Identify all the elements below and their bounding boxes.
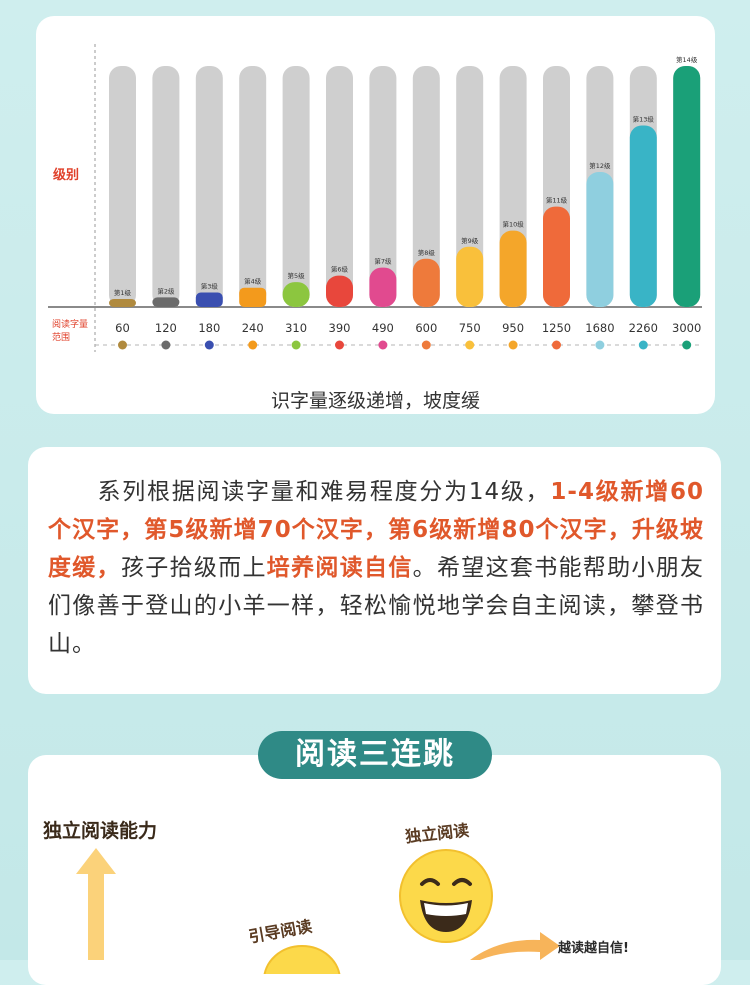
x-tick-label: 600 [415,321,437,335]
x-tick-label: 750 [459,321,481,335]
x-tick-label: 950 [502,321,524,335]
bar [586,172,614,307]
background-bar [239,66,267,307]
bar [499,230,527,307]
x-tick-label: 240 [242,321,264,335]
bar-level-label: 第10级 [502,220,524,229]
body-text: 。希望这套书能帮助小朋友们像善于登山的小羊一样，轻松愉悦地学会自主阅读，攀登书山… [48,555,705,657]
level-dot [508,340,518,350]
bar-level-label: 第13级 [633,114,655,123]
chart-caption: 识字量逐级递增，坡度缓 [270,390,480,412]
level-dot [421,340,431,350]
bar-level-label: 第3级 [201,282,219,291]
bar-level-label: 第6级 [331,265,349,274]
background-bar [456,66,484,307]
x-tick-label: 1680 [585,321,614,335]
level-dot [335,340,344,350]
level-dot [291,340,301,350]
x-tick-label: 60 [115,321,130,335]
x-axis-label-line2: 范围 [52,331,70,343]
reading-jump-card [28,755,721,985]
bar [543,206,570,307]
highlight-text: 1-4级新增60个汉字，第5级新增70个汉字，第6级新增80个汉字，升级坡度缓， [48,479,704,581]
bar-level-label: 第2级 [157,286,175,295]
confidence-label: 越读越自信! [558,941,629,956]
description-card: 系列根据阅读字量和难易程度分为14级，1-4级新增60个汉字，第5级新增70个汉… [28,447,721,694]
level-dot [161,340,171,350]
bar [239,287,267,307]
level-dot [638,340,648,350]
bar [673,66,701,307]
x-tick-label: 390 [329,321,351,335]
bar-level-label: 第12级 [589,161,611,170]
background-bar [369,66,397,307]
bar-level-label: 第5级 [288,271,306,280]
x-tick-label: 310 [285,321,307,335]
bar [282,282,310,307]
highlight-text: 培养阅读自信 [266,555,413,581]
x-tick-label: 120 [155,321,177,335]
x-tick-label: 2260 [629,321,658,335]
ability-axis-label: 独立阅读能力 [43,820,158,842]
background-bar [412,66,440,307]
background-bar [282,66,310,307]
level-dot [248,340,258,350]
laughing-face-icon [399,849,493,943]
up-arrow-icon [76,848,116,960]
x-tick-label: 1250 [542,321,571,335]
description-text: 系列根据阅读字量和难易程度分为14级，1-4级新增60个汉字，第5级新增70个汉… [48,473,704,663]
bar [195,292,223,307]
level-dot [465,340,475,350]
background-bar [326,66,353,307]
bar [456,246,484,307]
bar-level-label: 第11级 [546,196,568,205]
background-bar [109,66,136,307]
background-bar [195,66,223,307]
bar-level-label: 第8级 [418,248,436,257]
body-text: 系列根据阅读字量和难易程度分为14级， [48,479,551,505]
bar-level-label: 第14级 [676,55,698,64]
right-arrow-icon [470,932,560,960]
x-tick-label: 490 [372,321,394,335]
bar [152,297,180,307]
body-text: 孩子拾级而上 [120,555,267,581]
level-dot [552,340,561,350]
bar [369,267,397,307]
bar-level-label: 第1级 [114,288,132,297]
level-dot [118,340,127,350]
level-dot [204,340,214,350]
level-dot [378,340,388,350]
level-dot [682,340,692,350]
x-tick-label: 180 [198,321,220,335]
smiling-face-icon [263,945,341,974]
bar-level-label: 第7级 [374,257,392,266]
x-axis-label: 阅读字量 [52,318,88,330]
background-bar [152,66,180,307]
bar-level-label: 第4级 [244,277,262,286]
bar [629,125,657,308]
bar-level-label: 第9级 [461,236,479,245]
bar [412,258,440,307]
chart-card: 级别阅读字量 范围 第1级 60 第2级 120 第3级 180 第4级 240 第5级 310 第6级… [36,16,715,414]
x-tick-label: 3000 [672,321,701,335]
bar [109,299,136,307]
bar [326,275,353,307]
y-axis-label: 级别 [53,167,79,183]
level-dot [595,340,605,350]
section-title: 阅读三连跳 [258,731,492,779]
